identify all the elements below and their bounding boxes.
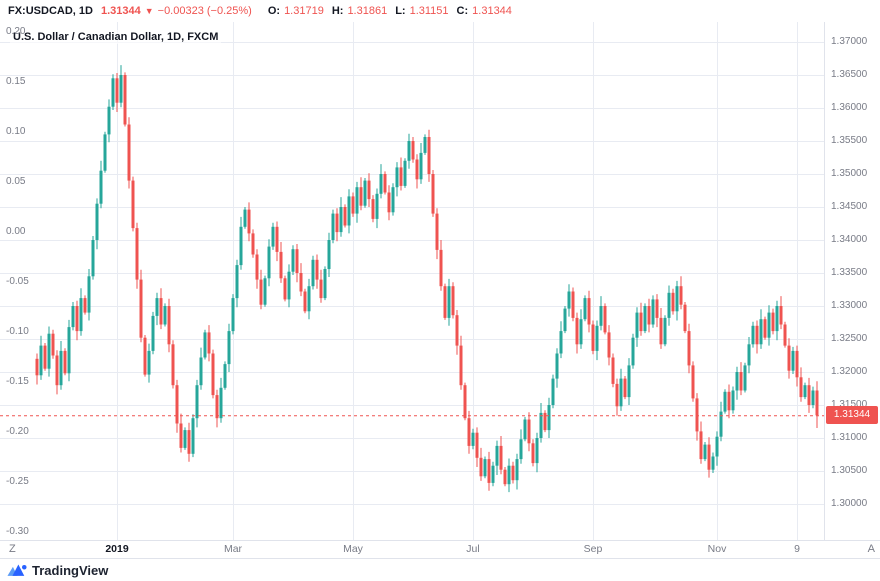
last-price-badge: 1.31344 <box>826 406 878 425</box>
price-tick-label: 1.36500 <box>831 69 868 80</box>
auto-scale-button[interactable]: A <box>867 543 875 555</box>
left-tick-label: 0.05 <box>6 176 26 187</box>
price-down-arrow-icon: ▼ <box>144 6 154 16</box>
time-tick-label: 2019 <box>105 543 129 555</box>
price-tick-label: 1.34500 <box>831 201 868 212</box>
price-tick-label: 1.30000 <box>831 498 868 509</box>
high-value: 1.31861 <box>347 5 388 17</box>
time-tick-label: Sep <box>583 543 603 555</box>
open-value: 1.31719 <box>284 5 324 17</box>
symbol-name[interactable]: FX:USDCAD, 1D <box>8 5 93 17</box>
low-value: 1.31151 <box>409 5 449 17</box>
price-tick-label: 1.33000 <box>831 300 868 311</box>
close-value: 1.31344 <box>472 5 512 17</box>
time-tick-label: Nov <box>707 543 727 555</box>
candlestick-chart[interactable] <box>0 22 824 540</box>
left-tick-label: 0.10 <box>6 126 26 137</box>
left-price-scale[interactable]: 0.20 0.15 0.10 0.05 0.00 -0.05 -0.10 -0.15 -0.20… <box>0 22 42 540</box>
price-tick-label: 1.33500 <box>831 267 868 278</box>
footer: TradingView <box>0 558 880 581</box>
price-tick-label: 1.30500 <box>831 465 868 476</box>
price-tick-label: 1.35000 <box>831 168 868 179</box>
left-tick-label: -0.25 <box>6 476 29 487</box>
close-label: C: <box>456 5 469 17</box>
time-tick-label: Mar <box>223 543 243 555</box>
price-tick-label: 1.37000 <box>831 36 868 47</box>
left-tick-label: -0.30 <box>6 526 29 537</box>
price-tick-label: 1.35500 <box>831 135 868 146</box>
time-scale[interactable]: Z 2019 Mar May Jul Sep Nov 9 A <box>0 540 880 558</box>
price-tick-label: 1.34000 <box>831 234 868 245</box>
chart-legend[interactable]: U.S. Dollar / Canadian Dollar, 1D, FXCM <box>10 30 222 44</box>
time-tick-label: Jul <box>466 543 480 555</box>
high-label: H: <box>331 5 344 17</box>
symbol-info-bar: FX:USDCAD, 1D 1.31344 ▼ −0.00323 (−0.25%… <box>0 0 880 22</box>
tradingview-brand[interactable]: TradingView <box>32 562 109 578</box>
left-tick-label: 0.00 <box>6 226 26 237</box>
price-tick-label: 1.32500 <box>831 333 868 344</box>
left-tick-label: -0.05 <box>6 276 29 287</box>
left-tick-label: 0.15 <box>6 76 26 87</box>
price-change: −0.00323 (−0.25%) <box>157 5 252 17</box>
last-price: 1.31344 <box>100 5 141 17</box>
price-tick-label: 1.36000 <box>831 102 868 113</box>
left-tick-label: -0.15 <box>6 376 29 387</box>
right-price-scale[interactable]: 1.31344 1.37000 1.36500 1.36000 1.35500 1.35… <box>825 22 880 540</box>
left-tick-label: 0.20 <box>6 26 26 37</box>
low-label: L: <box>395 5 406 17</box>
left-tick-label: -0.20 <box>6 426 29 437</box>
price-tick-label: 1.31500 <box>831 399 868 410</box>
time-tick-label: 9 <box>794 543 800 555</box>
left-tick-label: -0.10 <box>6 326 29 337</box>
timezone-button[interactable]: Z <box>9 543 16 555</box>
open-label: O: <box>267 5 281 17</box>
chart-main-area: U.S. Dollar / Canadian Dollar, 1D, FXCM … <box>0 22 880 540</box>
chart-pane[interactable]: U.S. Dollar / Canadian Dollar, 1D, FXCM … <box>0 22 825 540</box>
price-tick-label: 1.31000 <box>831 432 868 443</box>
ohlc-readout: O: 1.31719 H: 1.31861 L: 1.31151 C: 1.31… <box>262 5 512 17</box>
time-tick-label: May <box>343 543 363 555</box>
price-tick-label: 1.32000 <box>831 366 868 377</box>
tradingview-logo-icon[interactable] <box>7 563 27 577</box>
